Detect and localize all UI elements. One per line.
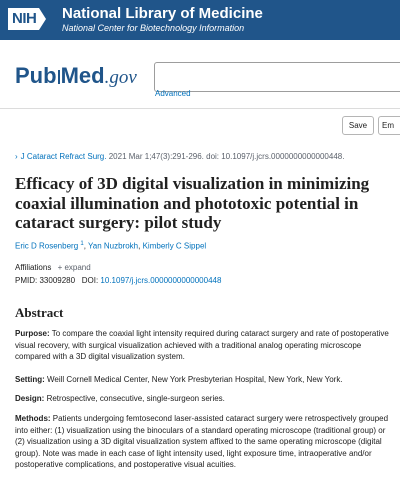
header-divider [0, 108, 400, 109]
identifiers-row: PMID: 33009280 DOI: 10.1097/j.jcrs.00000… [15, 276, 221, 285]
chevron-right-icon[interactable]: › [15, 152, 18, 161]
purpose-text: To compare the coaxial light intensity r… [15, 329, 389, 361]
abstract-purpose: Purpose: To compare the coaxial light in… [15, 328, 390, 363]
pubmed-logo-gov: .gov [104, 67, 137, 88]
nih-logo-text: NIH [8, 8, 40, 30]
pubmed-logo-bar [57, 70, 60, 84]
setting-text: Weill Cornell Medical Center, New York P… [47, 375, 343, 384]
nih-logo-arrow [39, 8, 47, 30]
author-link[interactable]: Eric D Rosenberg [15, 241, 79, 251]
design-text: Retrospective, consecutive, single-surge… [46, 394, 225, 403]
nlm-title[interactable]: National Library of Medicine [62, 5, 263, 22]
doi-link[interactable]: 10.1097/j.jcrs.0000000000000448 [100, 276, 222, 285]
methods-text: Patients undergoing femtosecond laser-as… [15, 414, 389, 469]
purpose-label: Purpose: [15, 329, 50, 338]
author-separator: , [138, 241, 143, 251]
nih-banner: NIH National Library of Medicine Nationa… [0, 0, 400, 40]
save-button[interactable]: Save [342, 116, 374, 135]
author-separator: , [83, 241, 89, 251]
affiliation-ref[interactable]: 1 [80, 241, 84, 247]
doi-label: DOI: [81, 276, 99, 285]
advanced-search-link[interactable]: Advanced [155, 89, 191, 98]
abstract-methods: Methods: Patients undergoing femtosecond… [15, 413, 390, 471]
ncbi-subtitle: National Center for Biotechnology Inform… [62, 23, 245, 33]
abstract-heading: Abstract [15, 305, 64, 320]
affiliations-label: Affiliations [15, 263, 52, 272]
nih-logo[interactable]: NIH [8, 8, 47, 30]
journal-link[interactable]: J Cataract Refract Surg. [20, 152, 107, 161]
methods-label: Methods: [15, 414, 51, 423]
affiliations-row: Affiliations + expand [15, 263, 91, 272]
design-label: Design: [15, 394, 45, 403]
author-list: Eric D Rosenberg 1, Yan Nuzbrokh, Kimber… [15, 241, 206, 251]
author-link[interactable]: Yan Nuzbrokh [88, 241, 139, 251]
abstract-design: Design: Retrospective, consecutive, sing… [15, 393, 390, 405]
search-input[interactable] [154, 62, 400, 92]
expand-affiliations-button[interactable]: + expand [57, 263, 91, 272]
author-link[interactable]: Kimberly C Sippel [142, 241, 207, 251]
pubmed-logo[interactable]: Pub Med.gov [15, 63, 137, 89]
abstract-setting: Setting: Weill Cornell Medical Center, N… [15, 374, 390, 386]
citation-line: › J Cataract Refract Surg. 2021 Mar 1;47(… [15, 152, 344, 161]
article-title: Efficacy of 3D digital visualization in … [15, 174, 370, 232]
citation-details: 2021 Mar 1;47(3):291-296. doi: 10.1097/j… [108, 152, 345, 161]
pubmed-logo-pub: Pub [15, 63, 57, 88]
pubmed-logo-med: Med [60, 63, 105, 88]
email-button[interactable]: Em [378, 116, 400, 135]
pmid-label: PMID: [15, 276, 38, 285]
pmid-value: 33009280 [39, 276, 76, 285]
setting-label: Setting: [15, 375, 45, 384]
